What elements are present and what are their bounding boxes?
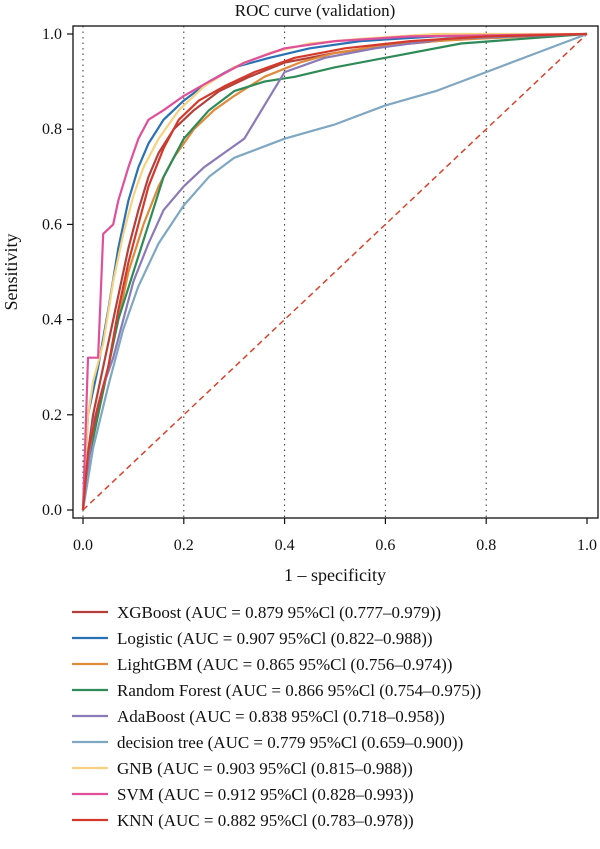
legend-label: Random Forest (AUC = 0.866 95%Cl (0.754–… bbox=[117, 681, 481, 700]
legend-label: AdaBoost (AUC = 0.838 95%Cl (0.718–0.958… bbox=[117, 707, 445, 726]
legend-label: GNB (AUC = 0.903 95%Cl (0.815–0.988)) bbox=[117, 759, 413, 778]
y-tick-label: 0.6 bbox=[42, 216, 62, 233]
y-tick-label: 0.2 bbox=[42, 407, 62, 424]
x-tick-label: 1.0 bbox=[577, 537, 597, 554]
legend-label: decision tree (AUC = 0.779 95%Cl (0.659–… bbox=[117, 733, 463, 752]
x-tick-label: 0.0 bbox=[73, 537, 93, 554]
legend-label: XGBoost (AUC = 0.879 95%Cl (0.777–0.979)… bbox=[117, 603, 441, 622]
x-axis-label: 1 – specificity bbox=[284, 565, 386, 585]
y-tick-label: 0.0 bbox=[42, 502, 62, 519]
y-ticks: 0.0 0.2 0.4 0.6 0.8 1.0 bbox=[42, 26, 73, 519]
x-tick-label: 0.8 bbox=[476, 537, 496, 554]
legend: XGBoost (AUC = 0.879 95%Cl (0.777–0.979)… bbox=[72, 603, 481, 830]
plot-frame bbox=[72, 25, 599, 519]
roc-series-line-5 bbox=[81, 32, 588, 511]
x-tick-label: 0.2 bbox=[174, 537, 194, 554]
x-ticks: 0.0 0.2 0.4 0.6 0.8 1.0 bbox=[73, 518, 597, 554]
y-tick-label: 1.0 bbox=[42, 26, 62, 43]
roc-series-line-8 bbox=[81, 32, 588, 511]
legend-label: SVM (AUC = 0.912 95%Cl (0.828–0.993)) bbox=[117, 785, 414, 804]
legend-label: LightGBM (AUC = 0.865 95%Cl (0.756–0.974… bbox=[117, 655, 452, 674]
y-tick-label: 0.8 bbox=[42, 121, 62, 138]
reference-diagonal-line bbox=[82, 33, 588, 511]
legend-label: KNN (AUC = 0.882 95%Cl (0.783–0.978)) bbox=[117, 811, 414, 830]
legend-label: Logistic (AUC = 0.907 95%Cl (0.822–0.988… bbox=[117, 629, 433, 648]
y-axis-label: Sensitivity bbox=[1, 233, 21, 310]
y-tick-label: 0.4 bbox=[42, 312, 62, 329]
x-tick-label: 0.4 bbox=[275, 537, 295, 554]
roc-series-line-7 bbox=[81, 32, 588, 511]
chart-title: ROC curve (validation) bbox=[235, 1, 396, 20]
roc-series-line-4 bbox=[81, 32, 588, 511]
plot-lines bbox=[81, 32, 588, 511]
x-tick-label: 0.6 bbox=[375, 537, 395, 554]
